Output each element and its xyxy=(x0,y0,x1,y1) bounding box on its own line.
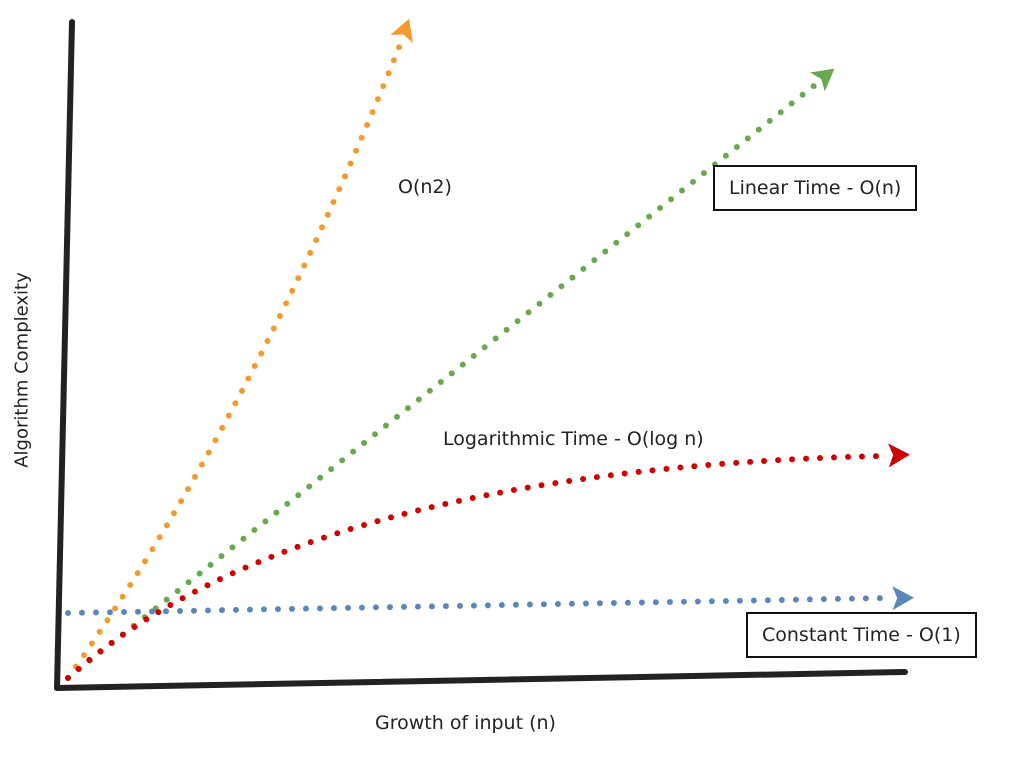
label-constant: Constant Time - O(1) xyxy=(746,612,977,658)
arrowhead-constant-icon xyxy=(892,586,914,611)
series-linear xyxy=(65,82,818,681)
label-quadratic: O(n2) xyxy=(398,176,452,198)
series-quadratic xyxy=(65,42,403,681)
series-constant xyxy=(65,595,891,616)
arrowhead-linear-icon xyxy=(810,68,835,92)
arrowhead-logarithmic-icon xyxy=(887,443,910,468)
y-axis xyxy=(54,19,75,691)
x-axis xyxy=(54,669,908,691)
y-axis-label: Algorithm Complexity xyxy=(11,272,33,468)
arrowhead-quadratic-icon xyxy=(390,18,413,44)
x-axis-label: Growth of input (n) xyxy=(375,712,556,734)
series-logarithmic xyxy=(65,453,883,681)
label-linear: Linear Time - O(n) xyxy=(713,165,918,211)
label-logarithmic: Logarithmic Time - O(log n) xyxy=(443,428,704,450)
